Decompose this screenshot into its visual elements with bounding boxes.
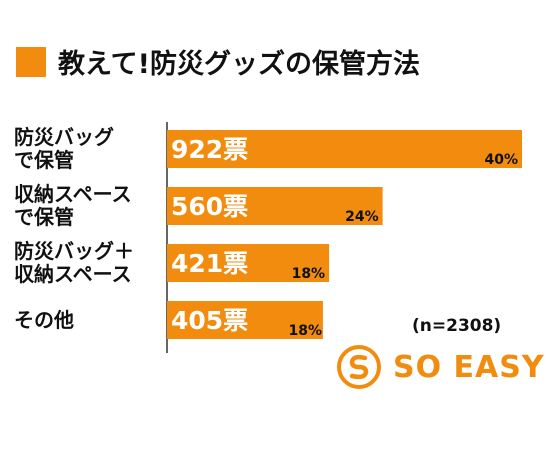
chart-title: 教えて!防災グッズの保管方法 — [58, 49, 420, 80]
bar-value-label: 560票 — [171, 192, 248, 221]
bar-4 — [167, 301, 323, 339]
s-circle-logo-icon — [337, 345, 381, 389]
bar-percent-label: 40% — [484, 152, 518, 168]
bar-value-label: 405票 — [171, 306, 248, 335]
bar-2 — [167, 187, 383, 225]
bar-percent-label: 24% — [345, 209, 379, 225]
bar-value-label: 922票 — [171, 135, 248, 164]
so-easy-logo: SO EASY — [337, 345, 545, 389]
bar-percent-label: 18% — [292, 266, 326, 282]
category-label: 防災バッグ＋ — [14, 239, 134, 263]
category-label: 防災バッグ — [14, 125, 114, 149]
chart-title-block: 教えて!防災グッズの保管方法 — [16, 42, 420, 81]
logo-text: SO EASY — [393, 349, 545, 385]
category-label: で保管 — [14, 205, 74, 229]
bar-1 — [167, 130, 522, 168]
title-square-icon — [16, 46, 46, 77]
sample-size-note: (n=2308) — [412, 316, 502, 336]
bar-3 — [167, 244, 330, 282]
category-label: 収納スペース — [14, 182, 132, 206]
category-label: で保管 — [14, 148, 74, 172]
category-label: 収納スペース — [14, 262, 132, 286]
category-label: その他 — [14, 308, 74, 332]
bar-value-label: 421票 — [171, 249, 248, 278]
bar-percent-label: 18% — [288, 323, 322, 339]
